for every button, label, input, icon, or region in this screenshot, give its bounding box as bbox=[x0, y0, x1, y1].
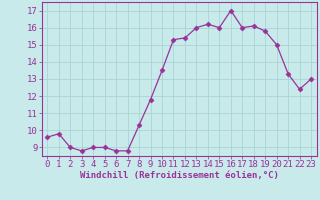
X-axis label: Windchill (Refroidissement éolien,°C): Windchill (Refroidissement éolien,°C) bbox=[80, 171, 279, 180]
